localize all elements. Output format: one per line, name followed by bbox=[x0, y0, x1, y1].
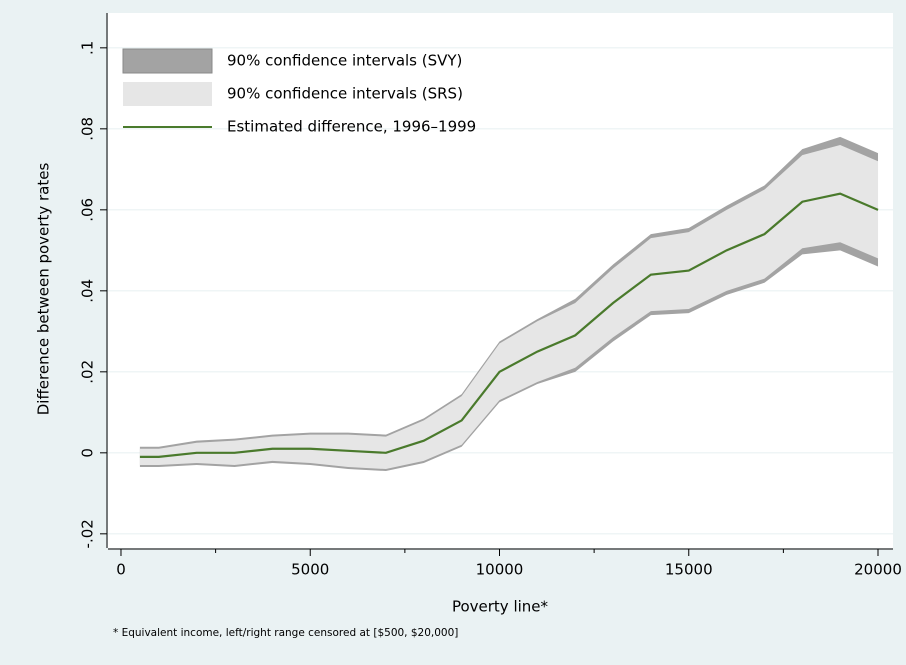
legend-key bbox=[122, 48, 213, 74]
y-axis-title: Difference between poverty rates bbox=[35, 163, 53, 416]
footnote: * Equivalent income, left/right range ce… bbox=[113, 627, 458, 639]
x-tick-label: 5000 bbox=[291, 561, 329, 579]
estimate-line bbox=[139, 192, 879, 458]
y-tick-label: .08 bbox=[79, 117, 97, 141]
legend-label: 90% confidence intervals (SVY) bbox=[227, 52, 462, 70]
y-tick-label: -.02 bbox=[79, 519, 97, 548]
y-tick-label: .06 bbox=[79, 198, 97, 222]
x-tick-label: 20000 bbox=[854, 561, 902, 579]
legend-key bbox=[123, 82, 212, 106]
x-tick-label: 0 bbox=[116, 561, 126, 579]
legend-label: 90% confidence intervals (SRS) bbox=[227, 85, 463, 103]
y-tick-label: .04 bbox=[79, 279, 97, 303]
x-tick-label: 15000 bbox=[665, 561, 713, 579]
x-axis-title: Poverty line* bbox=[452, 598, 549, 616]
legend-label: Estimated difference, 1996–1999 bbox=[227, 118, 476, 136]
y-tick-label: .1 bbox=[79, 41, 97, 55]
confidence-band bbox=[139, 145, 879, 470]
plot-area bbox=[108, 13, 893, 548]
x-tick-label: 10000 bbox=[476, 561, 524, 579]
y-tick-label: 0 bbox=[79, 448, 97, 458]
y-tick-label: .02 bbox=[79, 360, 97, 384]
